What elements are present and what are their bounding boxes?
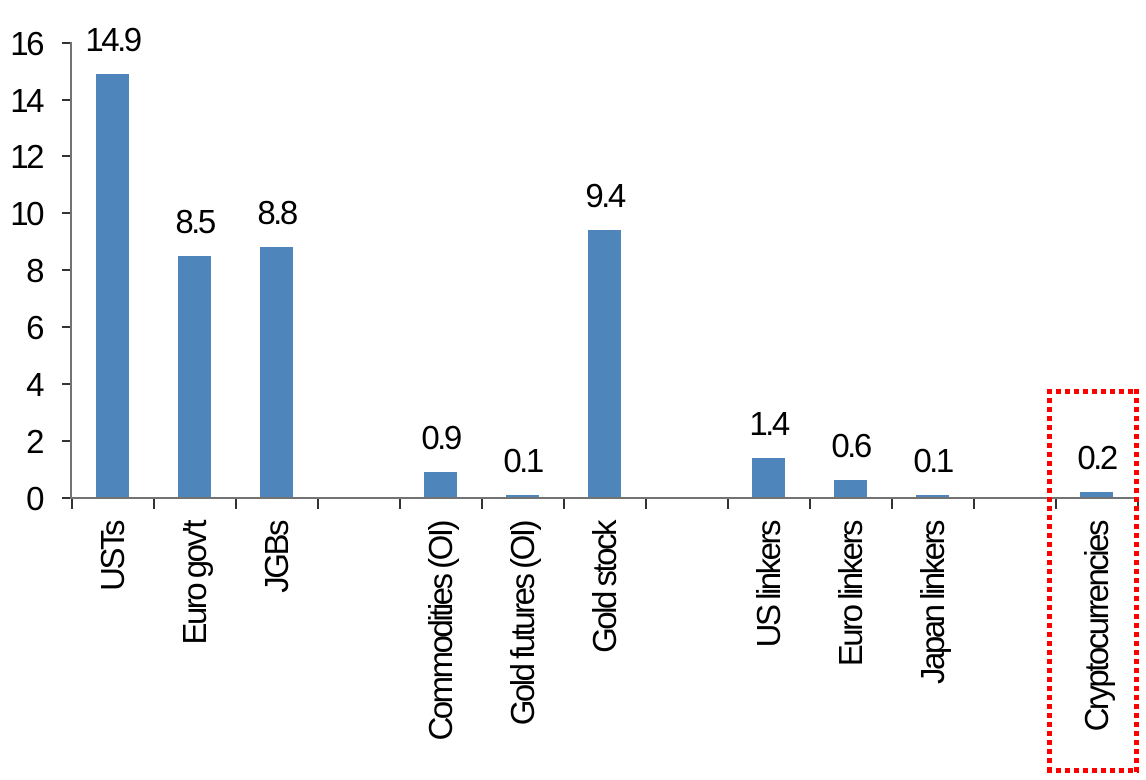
y-tick-label: 0 [26, 479, 44, 517]
y-tick-label: 6 [26, 308, 44, 346]
x-tick-mark [644, 497, 647, 509]
bar [916, 494, 949, 498]
y-tick-label: 8 [26, 252, 44, 290]
x-category-label: Japan linkers [913, 522, 951, 684]
y-tick-label: 2 [26, 422, 44, 460]
bar-value-label: 0.6 [831, 427, 872, 465]
y-tick-label: 12 [10, 138, 44, 176]
bar-value-label: 8.5 [175, 202, 216, 240]
bar [752, 457, 785, 498]
x-tick-mark [398, 497, 401, 509]
x-tick-mark [562, 497, 565, 509]
x-category-label: Euro linkers [831, 522, 869, 667]
x-tick-mark [152, 497, 155, 509]
y-tick-mark [62, 496, 71, 499]
y-tick-label: 14 [10, 81, 44, 119]
x-tick-mark [808, 497, 811, 509]
bar-value-label: 0.1 [503, 441, 544, 479]
bar [424, 471, 457, 498]
x-category-label: US linkers [749, 522, 787, 648]
bar [260, 247, 293, 498]
bar [834, 480, 867, 498]
y-tick-mark [62, 382, 71, 385]
y-tick-label: 4 [26, 365, 44, 403]
y-tick-mark [62, 269, 71, 272]
y-tick-label: 10 [10, 195, 44, 233]
x-tick-mark [316, 497, 319, 509]
y-tick-mark [62, 212, 71, 215]
bar [506, 494, 539, 498]
x-tick-mark [890, 497, 893, 509]
x-tick-mark [70, 497, 73, 509]
x-tick-mark [480, 497, 483, 509]
bar-value-label: 9.4 [585, 177, 626, 215]
y-tick-mark [62, 439, 71, 442]
y-tick-mark [62, 98, 71, 101]
y-tick-mark [62, 155, 71, 158]
x-tick-mark [726, 497, 729, 509]
x-category-label: Gold stock [585, 522, 623, 653]
x-category-label: USTs [93, 522, 131, 591]
x-category-label: Euro gov't [175, 522, 213, 645]
bar [96, 74, 129, 498]
y-tick-mark [62, 325, 71, 328]
x-category-label: JGBs [257, 522, 295, 593]
x-axis-line [70, 496, 1138, 499]
bar-value-label: 14.9 [85, 21, 142, 59]
bar [178, 255, 211, 498]
x-category-label: Commodities (OI) [421, 522, 459, 741]
bar-value-label: 1.4 [749, 404, 790, 442]
y-axis-line [70, 42, 72, 499]
highlight-box [1046, 389, 1139, 773]
bar-value-label: 0.9 [421, 418, 462, 456]
y-tick-mark [62, 41, 71, 44]
bar-value-label: 0.1 [913, 441, 954, 479]
x-category-label: Gold futures (OI) [503, 522, 541, 726]
y-tick-label: 16 [10, 24, 44, 62]
x-tick-mark [972, 497, 975, 509]
x-tick-mark [234, 497, 237, 509]
bar-value-label: 8.8 [257, 194, 298, 232]
bar [588, 230, 621, 498]
